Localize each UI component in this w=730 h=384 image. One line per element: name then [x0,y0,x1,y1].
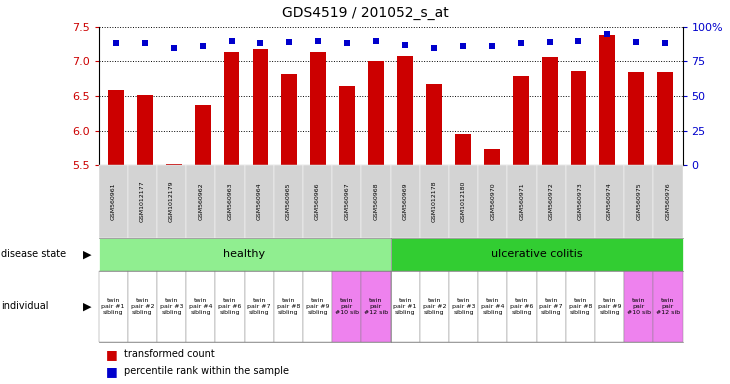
Text: twin
pair #9
sibling: twin pair #9 sibling [306,298,329,314]
Text: twin
pair #2
sibling: twin pair #2 sibling [423,298,446,314]
Bar [455,134,471,165]
Text: twin
pair #9
sibling: twin pair #9 sibling [598,298,621,314]
Bar [484,149,500,165]
Text: ▶: ▶ [82,301,91,311]
Text: GSM560968: GSM560968 [374,183,378,220]
Bar [281,74,297,165]
Text: GSM560976: GSM560976 [666,183,670,220]
Text: GSM560962: GSM560962 [199,183,203,220]
Point [139,40,150,46]
Text: GSM560967: GSM560967 [345,183,349,220]
Text: individual: individual [1,301,48,311]
Point [515,40,526,46]
Text: twin
pair #3
sibling: twin pair #3 sibling [160,298,183,314]
Bar [253,49,269,165]
Text: healthy: healthy [223,249,266,260]
Text: twin
pair
#10 sib: twin pair #10 sib [335,298,358,314]
Bar [629,72,645,165]
Bar [108,91,124,165]
Text: disease state: disease state [1,249,66,260]
Text: twin
pair #3
sibling: twin pair #3 sibling [452,298,475,314]
Text: twin
pair #8
sibling: twin pair #8 sibling [277,298,300,314]
Point [168,45,180,51]
Text: GSM1012177: GSM1012177 [140,181,145,222]
Text: twin
pair #2
sibling: twin pair #2 sibling [131,298,154,314]
Point [283,39,295,45]
Point [544,39,556,45]
Text: GSM560972: GSM560972 [549,183,553,220]
Text: GSM560969: GSM560969 [403,183,407,220]
Text: ▶: ▶ [82,249,91,260]
Bar [426,84,442,165]
Text: GSM560964: GSM560964 [257,183,261,220]
Text: twin
pair
#12 sib: twin pair #12 sib [364,298,388,314]
Text: GDS4519 / 201052_s_at: GDS4519 / 201052_s_at [282,7,448,20]
Bar [195,105,210,165]
Text: GSM560966: GSM560966 [315,183,320,220]
Text: twin
pair #8
sibling: twin pair #8 sibling [569,298,592,314]
Text: twin
pair #1
sibling: twin pair #1 sibling [101,298,125,314]
Text: GSM560965: GSM560965 [286,183,291,220]
Text: ■: ■ [106,348,118,361]
Bar [310,52,326,165]
Text: GSM1012179: GSM1012179 [169,181,174,222]
Bar [599,35,615,165]
Point [197,43,209,49]
Text: twin
pair
#12 sib: twin pair #12 sib [656,298,680,314]
Text: twin
pair #4
sibling: twin pair #4 sibling [189,298,212,314]
Text: GSM560973: GSM560973 [578,183,583,220]
Text: twin
pair #4
sibling: twin pair #4 sibling [481,298,504,314]
Bar [339,86,355,165]
Bar [368,61,384,165]
Point [428,45,439,51]
Text: GSM560963: GSM560963 [228,183,232,220]
Text: GSM1012178: GSM1012178 [432,181,437,222]
Text: twin
pair #7
sibling: twin pair #7 sibling [247,298,271,314]
Text: twin
pair #6
sibling: twin pair #6 sibling [510,298,534,314]
Text: percentile rank within the sample: percentile rank within the sample [124,366,289,376]
Text: twin
pair #7
sibling: twin pair #7 sibling [539,298,563,314]
Bar [166,164,182,165]
Point [457,43,469,49]
Text: GSM1012180: GSM1012180 [461,181,466,222]
Point [370,38,382,44]
Point [399,42,411,48]
Point [486,43,498,49]
Text: twin
pair
#10 sib: twin pair #10 sib [627,298,650,314]
Text: transformed count: transformed count [124,349,215,359]
Text: GSM560975: GSM560975 [637,183,641,220]
Bar [397,56,413,165]
Bar [137,94,153,165]
Point [342,40,353,46]
Bar [571,71,586,165]
Text: GSM560971: GSM560971 [520,183,524,220]
Bar [542,56,558,165]
Bar [512,76,529,165]
Point [312,38,324,44]
Text: twin
pair #6
sibling: twin pair #6 sibling [218,298,242,314]
Point [110,40,122,46]
Point [659,40,671,46]
Text: ulcerative colitis: ulcerative colitis [491,249,583,260]
Text: GSM560961: GSM560961 [111,183,115,220]
Point [572,38,584,44]
Point [226,38,237,44]
Text: twin
pair #1
sibling: twin pair #1 sibling [393,298,417,314]
Point [631,39,642,45]
Point [255,40,266,46]
Bar [223,52,239,165]
Text: GSM560970: GSM560970 [491,183,495,220]
Point [602,31,613,37]
Text: ■: ■ [106,365,118,378]
Bar [657,72,673,165]
Text: GSM560974: GSM560974 [607,183,612,220]
